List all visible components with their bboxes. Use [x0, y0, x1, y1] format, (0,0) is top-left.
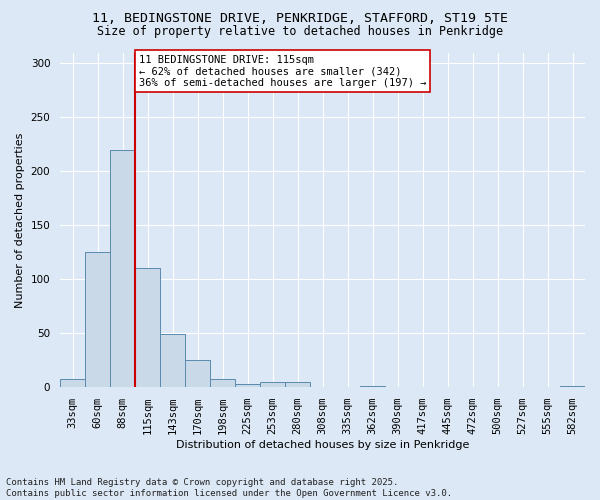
- Bar: [560, 386, 585, 387]
- Text: 11, BEDINGSTONE DRIVE, PENKRIDGE, STAFFORD, ST19 5TE: 11, BEDINGSTONE DRIVE, PENKRIDGE, STAFFO…: [92, 12, 508, 26]
- Bar: [210, 378, 235, 387]
- Text: Size of property relative to detached houses in Penkridge: Size of property relative to detached ho…: [97, 25, 503, 38]
- Text: Contains HM Land Registry data © Crown copyright and database right 2025.
Contai: Contains HM Land Registry data © Crown c…: [6, 478, 452, 498]
- Bar: [360, 386, 385, 387]
- Bar: [85, 252, 110, 387]
- Bar: [260, 382, 285, 387]
- Y-axis label: Number of detached properties: Number of detached properties: [15, 132, 25, 308]
- Bar: [135, 268, 160, 387]
- Bar: [185, 360, 210, 387]
- X-axis label: Distribution of detached houses by size in Penkridge: Distribution of detached houses by size …: [176, 440, 469, 450]
- Bar: [160, 334, 185, 387]
- Bar: [110, 150, 135, 387]
- Text: 11 BEDINGSTONE DRIVE: 115sqm
← 62% of detached houses are smaller (342)
36% of s: 11 BEDINGSTONE DRIVE: 115sqm ← 62% of de…: [139, 54, 426, 88]
- Bar: [60, 378, 85, 387]
- Bar: [235, 384, 260, 387]
- Bar: [285, 382, 310, 387]
